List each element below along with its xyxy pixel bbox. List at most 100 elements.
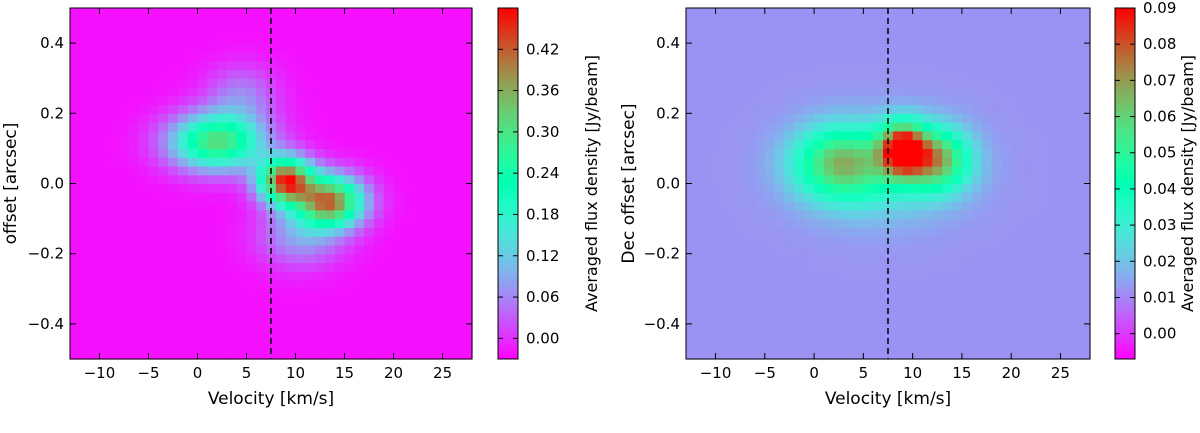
heatmap-cell (119, 51, 130, 62)
heatmap-cell (109, 157, 120, 167)
heatmap-cell (403, 332, 414, 343)
heatmap-cell (922, 288, 933, 299)
heatmap-cell (148, 332, 159, 343)
heatmap-cell (843, 165, 855, 176)
heatmap-cell (70, 130, 81, 141)
heatmap-cell (745, 139, 756, 149)
heatmap-cell (804, 51, 815, 62)
heatmap-cell (334, 8, 346, 18)
heatmap-cell (295, 8, 306, 18)
heatmap-cell (138, 8, 150, 18)
heatmap-cell (794, 280, 805, 290)
heatmap-cell (119, 113, 130, 123)
heatmap-cell (952, 51, 963, 62)
heatmap-cell (922, 236, 933, 246)
heatmap-cell (79, 113, 91, 123)
heatmap-cell (715, 69, 727, 79)
heatmap-cell (324, 174, 336, 185)
heatmap-cell (774, 244, 786, 255)
heatmap-cell (128, 174, 140, 185)
heatmap-cell (403, 280, 414, 290)
heatmap-cell (354, 8, 365, 18)
heatmap-cell (462, 8, 473, 18)
heatmap-cell (1001, 253, 1012, 264)
heatmap-cell (1021, 174, 1032, 185)
heatmap-cell (873, 306, 884, 316)
heatmap-cell (99, 209, 110, 220)
heatmap-cell (843, 218, 855, 228)
heatmap-cell (971, 60, 983, 71)
heatmap-cell (804, 350, 815, 360)
heatmap-cell (1050, 148, 1062, 158)
heatmap-cell (695, 306, 707, 316)
heatmap-cell (961, 139, 973, 149)
heatmap-cell (79, 209, 91, 220)
heatmap-cell (207, 323, 218, 334)
heatmap-cell (246, 253, 257, 264)
heatmap-cell (1080, 201, 1091, 211)
heatmap-cell (981, 113, 993, 123)
heatmap-cell (266, 201, 277, 211)
heatmap-cell (354, 227, 365, 237)
heatmap-cell (324, 209, 336, 220)
heatmap-cell (256, 25, 267, 35)
heatmap-cell (256, 183, 267, 193)
heatmap-cell (735, 60, 746, 71)
heatmap-cell (422, 113, 434, 123)
heatmap-cell (128, 16, 140, 27)
heatmap-cell (1040, 95, 1052, 106)
heatmap-cell (246, 323, 257, 334)
heatmap-cell (315, 192, 326, 202)
heatmap-cell (187, 60, 199, 71)
heatmap-cell (932, 192, 943, 202)
heatmap-cell (991, 69, 1002, 79)
heatmap-cell (344, 236, 355, 246)
heatmap-cell (705, 165, 717, 176)
heatmap-cell (1060, 122, 1071, 132)
heatmap-cell (922, 227, 933, 237)
heatmap-cell (197, 86, 208, 97)
heatmap-cell (814, 43, 825, 53)
heatmap-cell (705, 271, 717, 281)
heatmap-cell (863, 183, 874, 193)
heatmap-cell (735, 8, 746, 18)
heatmap-cell (804, 227, 815, 237)
heatmap-cell (432, 209, 444, 220)
heatmap-cell (902, 148, 914, 158)
heatmap-cell (197, 236, 208, 246)
heatmap-cell (354, 323, 365, 334)
heatmap-cell (971, 165, 983, 176)
heatmap-cell (823, 244, 835, 255)
heatmap-cell (99, 271, 110, 281)
heatmap-cell (863, 350, 874, 360)
heatmap-cell (383, 323, 395, 334)
heatmap-cell (892, 236, 904, 246)
heatmap-cell (952, 306, 963, 316)
heatmap-cell (256, 51, 267, 62)
heatmap-cell (364, 183, 375, 193)
heatmap-cell (79, 51, 91, 62)
heatmap-cell (187, 350, 199, 360)
heatmap-cell (754, 122, 766, 132)
heatmap-cell (745, 86, 756, 97)
heatmap-cell (853, 332, 864, 343)
heatmap-cell (774, 280, 786, 290)
heatmap-cell (863, 192, 874, 202)
heatmap-cell (823, 122, 835, 132)
heatmap-cell (246, 192, 257, 202)
heatmap-cell (1040, 86, 1052, 97)
heatmap-cell (735, 16, 746, 27)
heatmap-cell (364, 43, 375, 53)
heatmap-cell (315, 183, 326, 193)
heatmap-cell (236, 16, 248, 27)
heatmap-cell (823, 148, 835, 158)
heatmap-cell (705, 43, 717, 53)
heatmap-cell (981, 95, 993, 106)
heatmap-cell (932, 244, 943, 255)
heatmap-cell (217, 95, 228, 106)
heatmap-cell (883, 113, 894, 123)
heatmap-cell (922, 69, 933, 79)
heatmap-cell (1040, 244, 1052, 255)
heatmap-cell (217, 148, 228, 158)
heatmap-cell (873, 350, 884, 360)
